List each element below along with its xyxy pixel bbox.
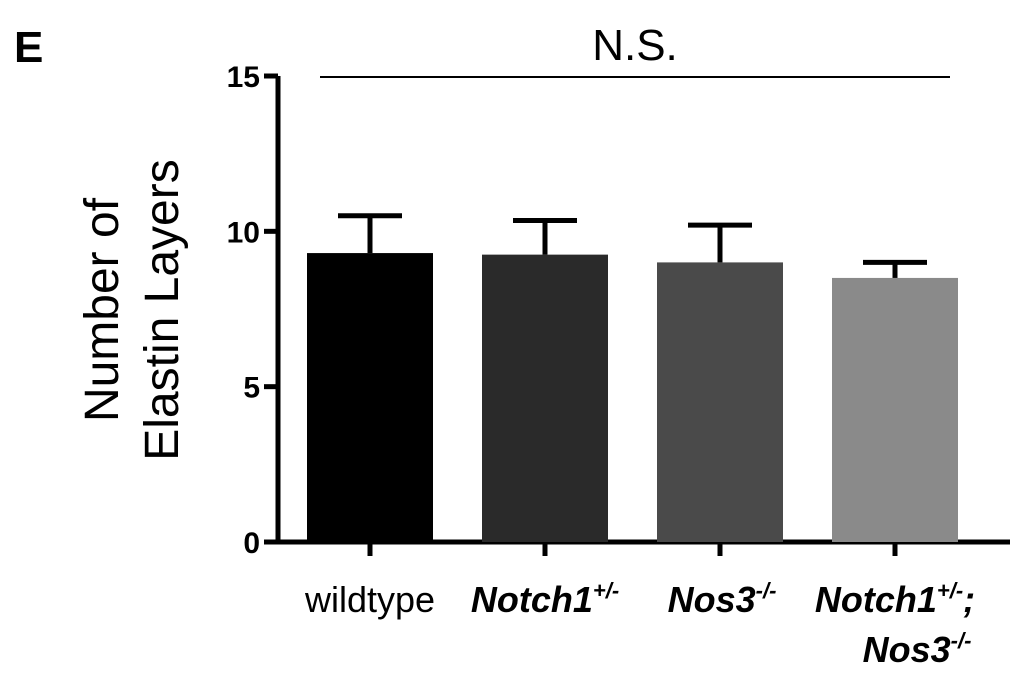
significance-label: N.S. <box>592 21 678 70</box>
x-tick-labels: wildtype Notch1+/- Nos3-/- Notch1+/-; Nos3-/… <box>304 578 975 670</box>
x-tick-label: Nos3-/- <box>668 578 777 620</box>
y-ticks: 0 5 10 15 <box>227 61 278 560</box>
x-tick-label: Notch1+/-; <box>815 578 975 620</box>
bar <box>832 277 958 542</box>
significance-annotation: N.S. <box>320 21 950 78</box>
x-tick-label: Nos3-/- <box>863 628 972 670</box>
y-tick-label: 15 <box>227 61 260 94</box>
bars <box>307 253 958 542</box>
y-tick-label: 10 <box>227 216 260 249</box>
error-bars <box>338 213 927 278</box>
panel-label: E <box>14 23 43 72</box>
y-tick-label: 0 <box>243 527 260 560</box>
bar <box>307 253 433 542</box>
y-axis-title-line: Elastin Layers <box>136 159 189 460</box>
x-ticks <box>367 542 898 556</box>
bar <box>657 262 783 542</box>
y-tick-label: 5 <box>243 372 260 405</box>
y-axis-title-line: Number of <box>76 197 129 422</box>
bar <box>482 254 608 542</box>
x-tick-label: Notch1+/- <box>471 578 619 620</box>
y-axis-label: Number of Elastin Layers <box>76 159 189 460</box>
x-tick-label: wildtype <box>304 579 435 620</box>
